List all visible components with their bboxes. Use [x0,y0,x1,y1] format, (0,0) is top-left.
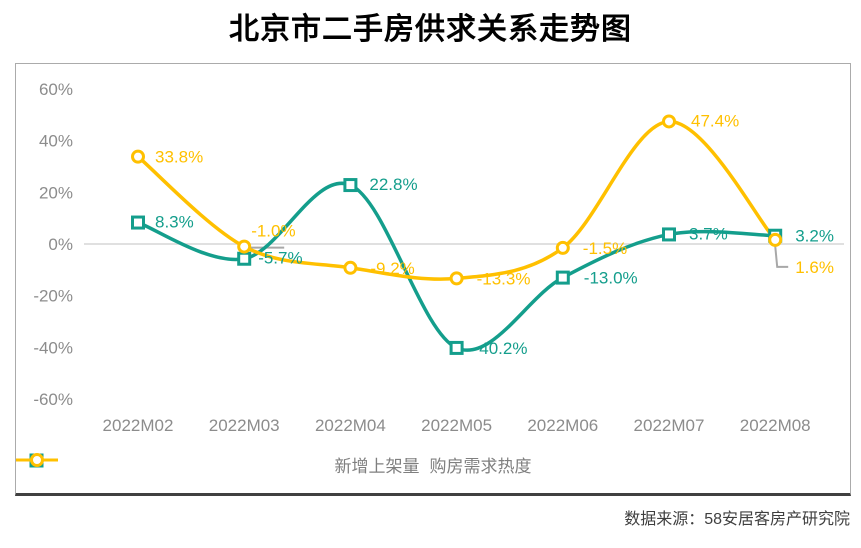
data-label: -13.3% [477,269,531,288]
data-label: -40.2% [474,339,528,358]
data-label: 47.4% [691,111,739,130]
data-point-marker [343,260,358,275]
data-point-marker [662,227,676,242]
x-tick-label: 2022M02 [103,416,174,435]
data-point-marker [555,240,570,255]
data-label: 3.7% [689,224,728,243]
data-label: 22.8% [369,175,417,194]
legend-label-new-listings: 新增上架量 [334,457,420,476]
y-tick-label: 0% [48,235,73,254]
chart-title: 北京市二手房供求关系走势图 [229,13,632,46]
line-chart: 60% 40% 20% 0% -20% -40% -60% 2022M02 2022M03 202… [33,80,844,435]
y-tick-label: -20% [33,287,73,306]
y-tick-label: 20% [39,183,73,202]
data-label: -13.0% [584,269,638,288]
y-tick-label: 40% [39,132,73,151]
series-line-circle [136,119,777,281]
data-point-marker [555,270,570,285]
data-label: -9.2% [370,259,414,278]
data-label: 33.8% [155,148,203,167]
data-point-marker [449,340,464,355]
data-label: -1.5% [583,239,627,258]
x-tick-label: 2022M05 [421,416,492,435]
data-point-marker [768,232,783,247]
x-tick-label: 2022M07 [634,416,705,435]
data-point-marker [237,239,252,254]
data-point-marker [343,178,358,193]
data-point-marker [237,251,252,266]
data-point-marker [131,149,145,164]
legend-label-demand-heat: 购房需求热度 [429,457,532,476]
data-source: 数据来源：58安居客房产研究院 [624,511,850,528]
data-point-marker [131,215,145,230]
data-point-marker [662,114,676,129]
legend-item-demand-heat: 购房需求热度 [16,452,532,477]
data-label: 3.2% [795,227,834,246]
legend-item-new-listings: 新增上架量 [16,452,420,477]
y-tick-label: -60% [33,390,73,409]
data-point-marker [449,271,464,286]
data-label: -1.0% [251,222,295,241]
data-label: 8.3% [155,213,194,232]
data-label: -5.7% [258,249,302,268]
chart-legend: 新增上架量 购房需求热度 [16,452,850,477]
series-line-square [136,181,777,352]
x-tick-label: 2022M08 [740,416,811,435]
x-tick-label: 2022M03 [209,416,280,435]
x-tick-label: 2022M04 [315,416,386,435]
x-tick-label: 2022M06 [527,416,598,435]
data-label: 1.6% [795,258,834,277]
y-tick-label: 60% [39,80,73,99]
chart-container: 60% 40% 20% 0% -20% -40% -60% 2022M02 2022M03 202… [15,63,851,496]
y-tick-label: -40% [33,338,73,357]
circle-marker-icon [16,453,58,467]
